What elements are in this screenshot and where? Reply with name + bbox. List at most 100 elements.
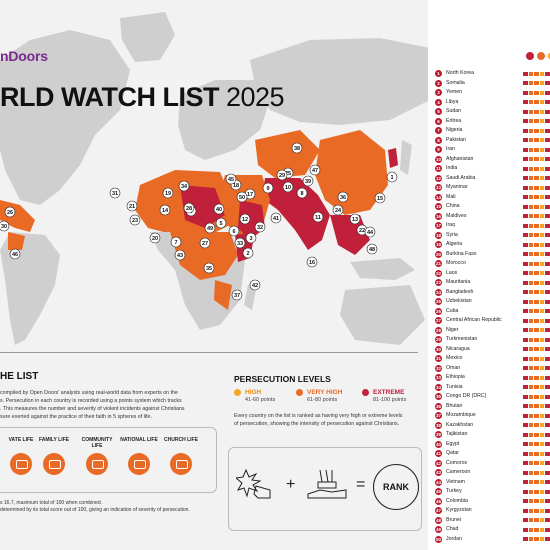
score-bars xyxy=(523,119,550,123)
score-bar-segment xyxy=(523,318,528,323)
score-bar-segment xyxy=(534,185,539,190)
score-bar-segment xyxy=(523,233,528,237)
rank-badge: 6 xyxy=(435,117,442,125)
score-bar-segment xyxy=(545,119,550,123)
map-rank-badge xyxy=(337,191,349,203)
score-bar-segment xyxy=(534,71,539,76)
score-bars xyxy=(523,470,550,475)
list-item: 50 Jordan xyxy=(428,535,550,544)
map-rank-badge xyxy=(159,204,171,216)
rank-badge: 2 xyxy=(435,79,442,87)
country-name: Central African Republic xyxy=(446,317,502,323)
rank-badge: 26 xyxy=(435,307,442,315)
central-asia-area xyxy=(255,130,320,178)
map-rank-label: 39 xyxy=(305,179,311,185)
score-bars xyxy=(523,394,550,399)
score-bars xyxy=(523,423,550,427)
score-bar-segment xyxy=(539,109,545,114)
country-name: Libya xyxy=(446,98,459,105)
score-bars xyxy=(523,404,550,408)
score-bar-segment xyxy=(539,138,545,142)
map-rank-label: 47 xyxy=(312,168,318,174)
score-bar-segment xyxy=(539,185,545,190)
score-bar-segment xyxy=(539,518,545,522)
score-bar-segment xyxy=(534,128,539,133)
score-bars xyxy=(523,318,550,323)
score-bar-segment xyxy=(539,451,545,456)
score-bar-segment xyxy=(545,204,550,209)
level-dot xyxy=(234,389,241,396)
list-item: 38 Kazakhstan xyxy=(428,421,550,430)
score-bar-segment xyxy=(545,138,550,142)
score-bar-segment xyxy=(545,537,550,541)
list-item: 1 North Korea xyxy=(428,70,550,78)
score-bar-segment xyxy=(523,309,528,313)
map-rank-label: 5 xyxy=(219,221,222,227)
score-bar-segment xyxy=(528,527,534,532)
score-bar-segment xyxy=(528,147,534,152)
score-bar-segment xyxy=(534,147,539,152)
score-bar-segment xyxy=(523,109,528,114)
map-rank-label: 44 xyxy=(367,230,374,236)
map-rank-label: 12 xyxy=(242,217,248,223)
score-bar-segment xyxy=(545,166,550,171)
country-name: Tunisia xyxy=(446,383,463,390)
score-bar-segment xyxy=(523,119,528,123)
score-bar-segment xyxy=(539,318,545,323)
score-bars xyxy=(523,347,550,351)
map-rank-badge xyxy=(129,214,141,226)
map-rank-badge xyxy=(242,247,254,259)
score-bar-segment xyxy=(545,128,550,133)
list-item: 31 Mexico xyxy=(428,355,550,363)
country-name: Comoros xyxy=(446,459,468,466)
score-bar-segment xyxy=(523,290,528,294)
north-america-landmass xyxy=(0,30,130,205)
list-item: 30 Nicaragua xyxy=(428,345,550,354)
score-bar-segment xyxy=(545,252,550,256)
score-bar-segment xyxy=(523,385,528,389)
score-bar-segment xyxy=(539,489,545,494)
rank-badge: 42 xyxy=(435,459,442,467)
score-bars xyxy=(523,499,550,503)
map-rank-badge xyxy=(174,249,186,261)
sphere-label: CHURCH LIFE xyxy=(164,437,198,443)
rank-badge: 50 xyxy=(435,535,442,543)
score-bar-segment xyxy=(523,508,528,513)
score-bar-segment xyxy=(528,195,534,199)
score-bar-segment xyxy=(523,157,528,161)
score-bar-segment xyxy=(528,261,534,266)
score-bar-segment xyxy=(539,356,545,361)
score-bar-segment xyxy=(539,527,545,532)
levels-note-line-2: of persecution, showing the intensity of… xyxy=(234,420,400,427)
score-bar-segment xyxy=(528,375,534,380)
score-bar-segment xyxy=(539,166,545,171)
score-bar-segment xyxy=(534,461,539,465)
score-bar-segment xyxy=(545,195,550,199)
map-rank-label: 43 xyxy=(177,253,183,259)
map-rank-badge xyxy=(306,256,318,268)
ranked-country-list: 1 North Korea 2 Somalia 3 Yemen 4 Libya 5 Sudan 6 E… xyxy=(428,0,550,550)
score-bars xyxy=(523,299,550,304)
score-bar-segment xyxy=(534,109,539,114)
list-item: 46 Colombia xyxy=(428,497,550,506)
score-bar-segment xyxy=(545,299,550,304)
list-item: 26 Cuba xyxy=(428,307,550,316)
list-item: 21 Morocco xyxy=(428,260,550,268)
country-name: Algeria xyxy=(446,241,463,247)
score-bar-segment xyxy=(539,223,545,228)
list-item: 25 Uzbekistan xyxy=(428,298,550,306)
score-bar-segment xyxy=(539,252,545,256)
score-bar-segment xyxy=(528,157,534,161)
score-bar-segment xyxy=(534,518,539,522)
score-bar-segment xyxy=(523,81,528,85)
sphere-icon-church xyxy=(170,453,192,475)
open-doors-brand-logo: nDoors xyxy=(0,48,48,64)
country-name: Ethiopia xyxy=(446,374,465,380)
rank-circle: RANK xyxy=(373,464,419,510)
score-bar-segment xyxy=(545,499,550,503)
libya-sudan-area xyxy=(180,185,225,228)
score-bar-segment xyxy=(534,309,539,313)
map-rank-badge xyxy=(178,180,190,192)
rank-badge: 10 xyxy=(435,155,442,163)
map-rank-label: 22 xyxy=(359,228,365,234)
